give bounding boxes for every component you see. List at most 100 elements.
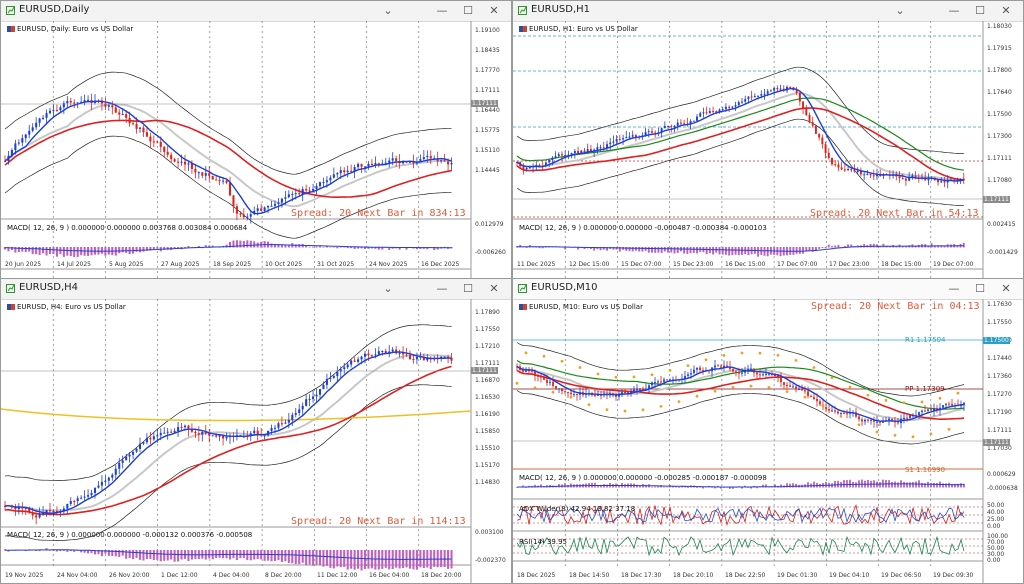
macd-histogram-bar	[728, 247, 731, 256]
candle-body	[166, 151, 169, 155]
titlebar-daily[interactable]: EURUSD,Daily ⌄ — ☐ ✕	[1, 1, 511, 22]
chart-window-h1[interactable]: EURUSD,H1 ⌄ — ☐ ✕ EURUSD, H1: Euro vs US…	[512, 0, 1024, 293]
macd-histogram-bar	[904, 246, 907, 248]
price-chart[interactable]	[513, 21, 1023, 292]
bollinger-upper	[516, 66, 964, 154]
macd-histogram-bar	[90, 550, 93, 554]
minimize-button[interactable]: —	[948, 4, 960, 17]
candle-body	[699, 113, 702, 117]
candle-body	[180, 161, 183, 163]
candle-body	[377, 351, 380, 355]
parabolic-sar-dot	[929, 432, 933, 436]
maximize-button[interactable]: ☐	[975, 4, 985, 17]
candle-body	[811, 122, 814, 126]
macd-histogram-bar	[450, 550, 453, 569]
macd-signal-line	[516, 483, 964, 488]
current-price-tag: 1.17111	[471, 100, 498, 107]
candle-body	[128, 117, 131, 124]
candle-body	[580, 150, 583, 154]
candle-body	[187, 425, 190, 430]
macd-histogram-bar	[766, 247, 769, 257]
macd-histogram-bar	[924, 483, 926, 488]
minimize-button[interactable]: —	[436, 4, 448, 17]
parabolic-sar-dot	[569, 395, 573, 399]
macd-histogram-bar	[879, 482, 881, 488]
pivot-pp-label: PP 1.17309	[905, 385, 945, 393]
moving-average-grey	[516, 92, 964, 181]
titlebar-m10[interactable]: EURUSD,M10 — ☐ ✕	[513, 279, 1023, 300]
candle-body	[273, 427, 277, 429]
candle-body	[870, 419, 872, 421]
pivot-r1-label: R1 1.17504	[905, 336, 946, 344]
candle-body	[66, 101, 69, 104]
close-button[interactable]: ✕	[1001, 4, 1011, 17]
candle-body	[301, 189, 304, 195]
macd-histogram-bar	[440, 550, 443, 568]
candle-body	[170, 431, 173, 433]
macd-histogram-bar	[270, 550, 273, 562]
macd-histogram-bar	[933, 482, 935, 488]
candle-body	[818, 133, 821, 138]
macd-histogram-bar	[370, 247, 373, 249]
macd-histogram-bar	[855, 482, 857, 488]
candle-body	[87, 495, 90, 497]
titlebar-h4[interactable]: EURUSD,H4 ⌄ — ☐ ✕	[1, 279, 511, 300]
restore-icon[interactable]: ⌄	[383, 282, 393, 295]
macd-label: MACD( 12, 26, 9 ) 0.000000 0.000000 0.00…	[7, 224, 248, 232]
restore-icon[interactable]: ⌄	[383, 4, 393, 17]
candle-body	[717, 365, 719, 367]
minimize-button[interactable]: —	[436, 282, 448, 295]
parabolic-sar-dot	[920, 400, 924, 404]
macd-histogram-bar	[606, 484, 608, 488]
macd-histogram-bar	[850, 244, 853, 248]
candle-body	[596, 147, 599, 150]
restore-icon[interactable]: ⌄	[895, 4, 905, 17]
candle-body	[152, 141, 155, 143]
maximize-button[interactable]: ☐	[463, 4, 473, 17]
macd-histogram-bar	[657, 485, 659, 488]
titlebar-h1[interactable]: EURUSD,H1 ⌄ — ☐ ✕	[513, 1, 1023, 22]
candle-body	[615, 395, 617, 397]
candle-body	[670, 125, 673, 127]
candle-body	[549, 381, 551, 383]
macd-histogram-bar	[834, 480, 836, 488]
time-tick-label: 16 Dec 15:00	[725, 261, 766, 268]
chart-window-h4[interactable]: EURUSD,H4 ⌄ — ☐ ✕ EURUSD, H4: Euro vs US…	[0, 278, 512, 584]
candle-body	[543, 377, 545, 380]
maximize-button[interactable]: ☐	[463, 282, 473, 295]
macd-histogram-bar	[419, 550, 422, 568]
time-tick-label: 17 Dec 23:00	[829, 261, 870, 268]
macd-histogram-bar	[540, 484, 542, 488]
flag-icon	[7, 304, 15, 310]
close-button[interactable]: ✕	[489, 4, 499, 17]
parabolic-sar-dot	[515, 381, 519, 385]
chart-window-daily[interactable]: EURUSD,Daily ⌄ — ☐ ✕ EURUSD, Daily: Euro…	[0, 0, 512, 293]
candle-body	[336, 371, 339, 377]
candle-body	[97, 485, 100, 488]
candle-body	[898, 176, 901, 179]
time-tick-label: 27 Aug 2025	[161, 261, 200, 268]
candle-body	[795, 90, 798, 93]
minimize-button[interactable]: —	[948, 282, 960, 295]
candle-body	[546, 379, 548, 383]
macd-histogram-bar	[634, 247, 637, 251]
candle-body	[308, 190, 311, 192]
candle-body	[850, 169, 853, 171]
candle-body	[936, 408, 938, 411]
candle-body	[783, 382, 785, 386]
macd-histogram-bar	[912, 482, 914, 488]
close-button[interactable]: ✕	[1001, 282, 1011, 295]
price-chart[interactable]	[513, 299, 1023, 583]
close-button[interactable]: ✕	[489, 282, 499, 295]
candle-body	[792, 386, 794, 388]
candle-body	[225, 180, 228, 183]
macd-histogram-bar	[177, 550, 180, 562]
macd-histogram-bar	[7, 550, 10, 552]
price-chart[interactable]	[1, 21, 511, 292]
moving-average-green	[516, 97, 964, 171]
macd-histogram-bar	[142, 550, 145, 561]
candle-body	[918, 412, 920, 416]
price-chart[interactable]	[1, 299, 511, 583]
maximize-button[interactable]: ☐	[975, 282, 985, 295]
chart-window-m10[interactable]: EURUSD,M10 — ☐ ✕ EURUSD, M10: Euro vs US…	[512, 278, 1024, 584]
